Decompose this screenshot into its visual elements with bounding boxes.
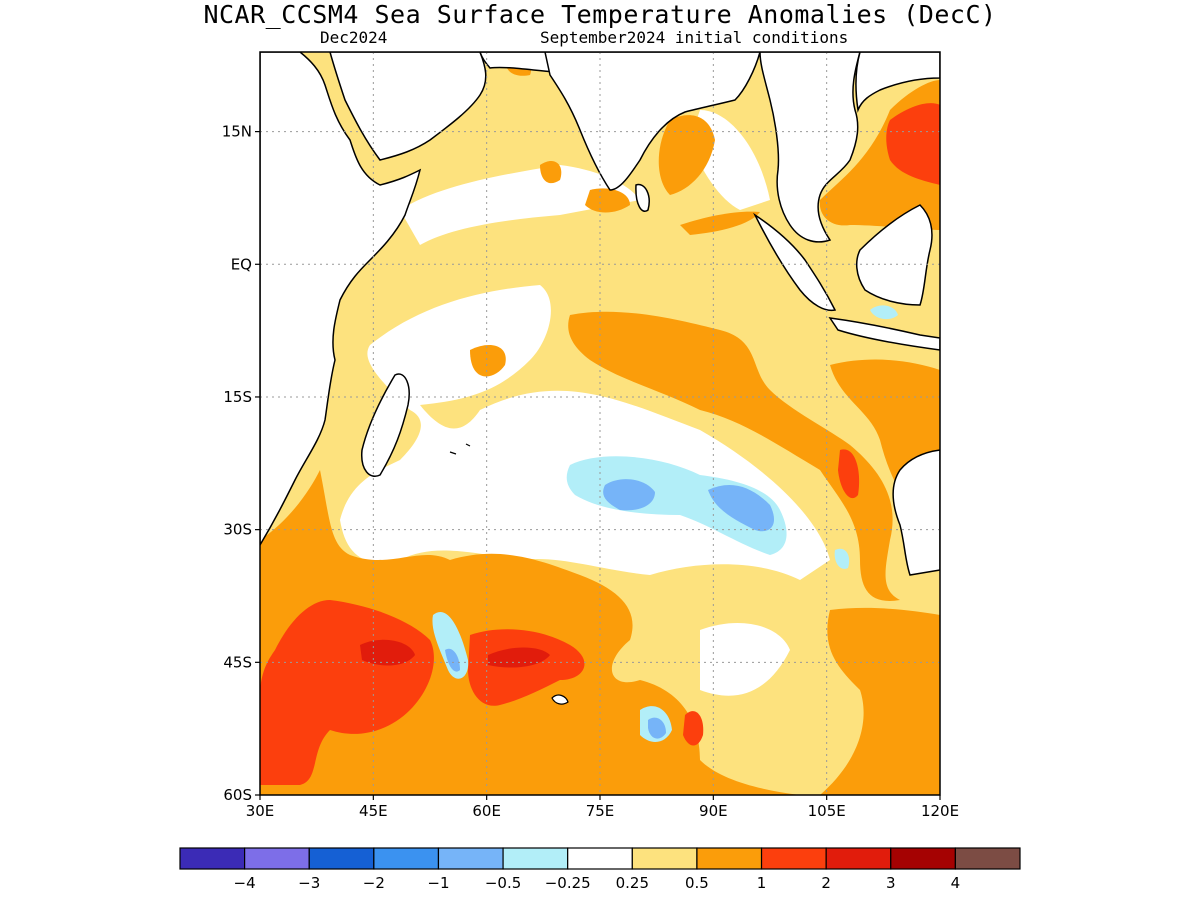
field-red-central-south xyxy=(468,629,585,706)
colorbar-swatch xyxy=(308,847,375,870)
field-orange-bay xyxy=(658,115,715,195)
y-tick-label: 15S xyxy=(223,388,252,406)
field-orange-central xyxy=(568,311,900,601)
map-grid xyxy=(260,52,940,795)
field-orange-w-eq xyxy=(470,345,506,377)
initial-conditions: September2024 initial conditions xyxy=(540,28,849,47)
land-borneo xyxy=(855,204,933,306)
x-tick-label: 45E xyxy=(359,802,388,820)
land-java xyxy=(828,317,940,351)
field-white-southwest xyxy=(700,622,790,696)
field-cyan-java xyxy=(870,305,898,320)
map-title: NCAR_CCSM4 Sea Surface Temperature Anoma… xyxy=(203,0,997,29)
x-tick-label: 60E xyxy=(472,802,501,820)
y-tick-label: 15N xyxy=(222,123,252,141)
forecast-month: Dec2024 xyxy=(320,28,388,47)
y-tick-label: 45S xyxy=(223,653,252,671)
colorbar-swatch xyxy=(696,847,763,870)
colorbar-swatch xyxy=(373,847,440,870)
field-blue-south-1 xyxy=(603,479,655,511)
colorbar-swatch xyxy=(437,847,504,870)
colorbar-label: 0.25 xyxy=(616,874,649,892)
axis-ticks: 30E 45E 60E 75E 90E 105E 120E 15N EQ 15S 30S 45S 60S xyxy=(222,123,959,820)
x-tick-label: 90E xyxy=(699,802,728,820)
land-australia xyxy=(892,449,940,576)
colorbar-swatch xyxy=(890,847,956,870)
field-darkred-2 xyxy=(488,647,550,668)
colorbar-swatch xyxy=(760,847,827,870)
x-tick-label: 120E xyxy=(921,802,959,820)
field-red-small xyxy=(683,711,704,746)
colorbar-swatch xyxy=(631,847,698,870)
colorbar-label: −0.5 xyxy=(485,874,521,892)
colorbar-label: 2 xyxy=(821,874,831,892)
colorbar-label: 4 xyxy=(951,874,961,892)
colorbar-label: −0.25 xyxy=(545,874,591,892)
colorbar-swatch xyxy=(179,847,246,870)
field-orange-south-east xyxy=(820,607,940,795)
colorbar-label: 1 xyxy=(757,874,767,892)
colorbar-swatch xyxy=(825,847,892,870)
x-tick-label: 75E xyxy=(586,802,615,820)
land-madagascar xyxy=(361,373,410,477)
x-tick-label: 105E xyxy=(808,802,846,820)
field-red-se xyxy=(838,449,860,499)
field-orange-arab xyxy=(540,160,562,184)
colorbar-swatch xyxy=(502,847,569,870)
field-blue-south-2 xyxy=(708,485,775,532)
y-tick-label: 60S xyxy=(223,786,252,804)
colorbar-label: 0.5 xyxy=(685,874,709,892)
land-kerguelen xyxy=(551,694,569,705)
colorbar-label: −4 xyxy=(234,874,256,892)
land-sri-lanka xyxy=(635,183,650,212)
field-red-scs xyxy=(886,103,940,185)
field-blue-s2 xyxy=(648,717,666,739)
y-tick-label: 30S xyxy=(223,521,252,539)
x-tick-label: 30E xyxy=(246,802,275,820)
colorbar-label: −2 xyxy=(363,874,385,892)
land-india xyxy=(544,52,761,191)
field-orange-strip xyxy=(680,211,760,235)
colorbar-swatch xyxy=(567,847,633,870)
land-arabia xyxy=(329,52,487,161)
field-white-arabian xyxy=(400,165,640,245)
colorbar-swatch xyxy=(954,847,1021,870)
land-mauritius xyxy=(449,443,471,455)
land-china xyxy=(855,52,940,113)
colorbar-label: −3 xyxy=(298,874,320,892)
y-tick-label: EQ xyxy=(231,255,252,273)
colorbar-label: 3 xyxy=(886,874,896,892)
colorbar: −4 −3 −2 −1 −0.5 −0.25 0.25 0.5 1 2 3 4 xyxy=(179,847,1021,892)
land-indochina xyxy=(759,52,861,243)
field-blue-sw xyxy=(445,648,460,672)
field-orange-sri xyxy=(585,188,630,213)
colorbar-label: −1 xyxy=(427,874,449,892)
land-africa xyxy=(260,52,422,547)
colorbar-swatch xyxy=(244,847,310,870)
field-cyan-se xyxy=(834,548,850,569)
